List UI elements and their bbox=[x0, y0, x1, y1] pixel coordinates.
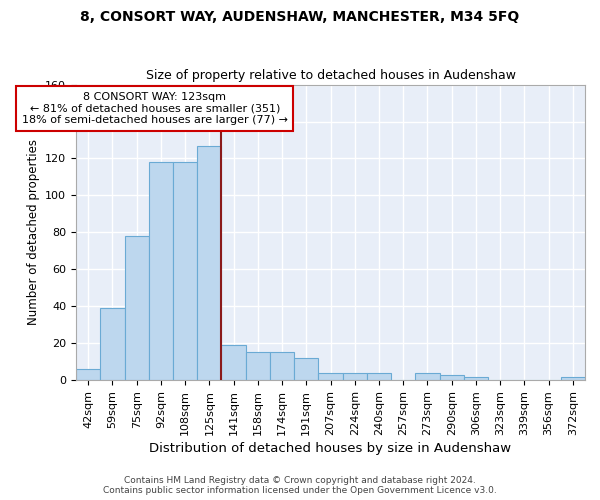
Bar bbox=[464, 376, 488, 380]
Bar bbox=[415, 373, 440, 380]
Bar bbox=[221, 345, 245, 380]
Bar bbox=[440, 374, 464, 380]
Bar bbox=[343, 373, 367, 380]
Text: 8, CONSORT WAY, AUDENSHAW, MANCHESTER, M34 5FQ: 8, CONSORT WAY, AUDENSHAW, MANCHESTER, M… bbox=[80, 10, 520, 24]
Y-axis label: Number of detached properties: Number of detached properties bbox=[26, 140, 40, 326]
Bar bbox=[197, 146, 221, 380]
Text: 8 CONSORT WAY: 123sqm
← 81% of detached houses are smaller (351)
18% of semi-det: 8 CONSORT WAY: 123sqm ← 81% of detached … bbox=[22, 92, 288, 125]
Bar bbox=[367, 373, 391, 380]
X-axis label: Distribution of detached houses by size in Audenshaw: Distribution of detached houses by size … bbox=[149, 442, 512, 455]
Title: Size of property relative to detached houses in Audenshaw: Size of property relative to detached ho… bbox=[146, 69, 515, 82]
Bar bbox=[149, 162, 173, 380]
Bar bbox=[270, 352, 294, 380]
Bar bbox=[100, 308, 125, 380]
Bar bbox=[245, 352, 270, 380]
Bar bbox=[319, 373, 343, 380]
Bar bbox=[173, 162, 197, 380]
Bar bbox=[561, 376, 585, 380]
Text: Contains HM Land Registry data © Crown copyright and database right 2024.
Contai: Contains HM Land Registry data © Crown c… bbox=[103, 476, 497, 495]
Bar bbox=[125, 236, 149, 380]
Bar bbox=[294, 358, 319, 380]
Bar bbox=[76, 369, 100, 380]
